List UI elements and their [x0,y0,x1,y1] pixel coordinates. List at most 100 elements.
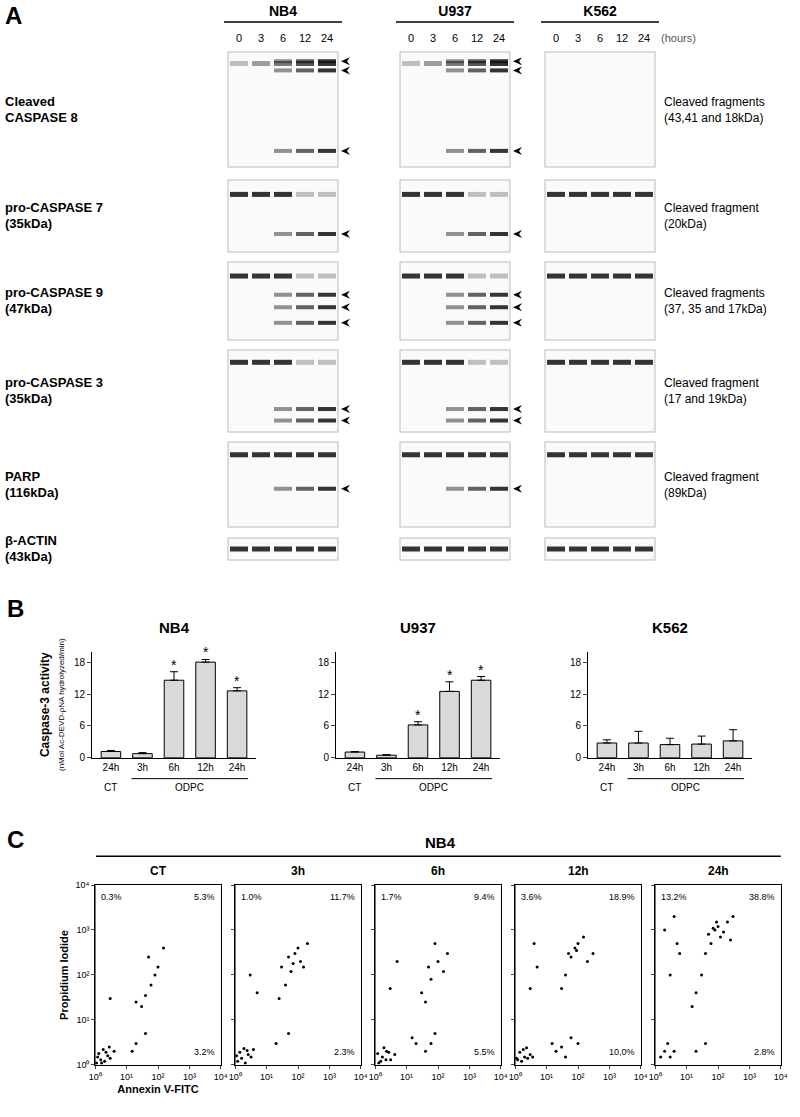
svg-text:NB4: NB4 [159,619,190,636]
svg-text:10⁰: 10⁰ [76,1060,89,1070]
svg-text:6h: 6h [168,762,179,773]
svg-text:1.0%: 1.0% [241,892,262,902]
svg-text:10³: 10³ [183,1072,196,1082]
svg-text:12: 12 [471,32,483,44]
svg-text:0: 0 [408,32,414,44]
svg-text:10³: 10³ [743,1072,756,1082]
svg-text:*: * [171,657,177,673]
svg-text:3h: 3h [381,762,392,773]
svg-text:6: 6 [575,720,581,731]
svg-text:10¹: 10¹ [400,1072,413,1082]
svg-text:5.3%: 5.3% [194,892,215,902]
svg-text:B: B [7,595,24,622]
svg-text:3: 3 [430,32,436,44]
svg-text:CleavedCASPASE 8: CleavedCASPASE 8 [5,94,78,125]
svg-text:6: 6 [79,720,85,731]
svg-text:2.3%: 2.3% [334,1047,355,1057]
svg-text:3h: 3h [633,762,644,773]
svg-text:12: 12 [570,689,582,700]
svg-text:12h: 12h [568,864,589,878]
svg-text:3.6%: 3.6% [521,892,542,902]
svg-text:β-ACTIN(43kDa): β-ACTIN(43kDa) [5,533,57,564]
svg-text:3.2%: 3.2% [194,1047,215,1057]
svg-text:U937: U937 [400,619,436,636]
svg-text:10¹: 10¹ [540,1072,553,1082]
svg-text:pro-CASPASE 9(47kDa): pro-CASPASE 9(47kDa) [5,285,103,316]
svg-text:NB4: NB4 [269,3,297,19]
svg-text:24: 24 [321,32,333,44]
svg-text:10³: 10³ [76,925,89,935]
svg-text:*: * [415,707,421,723]
svg-text:12: 12 [318,689,330,700]
svg-text:10,0%: 10,0% [609,1047,635,1057]
svg-text:pro-CASPASE 7(35kDa): pro-CASPASE 7(35kDa) [5,200,103,231]
svg-text:10⁴: 10⁴ [634,1072,648,1082]
svg-text:10²: 10² [291,1072,304,1082]
svg-text:10³: 10³ [463,1072,476,1082]
svg-text:24h: 24h [725,762,742,773]
svg-text:18: 18 [570,657,582,668]
svg-text:Propidium Iodide: Propidium Iodide [58,930,70,1020]
svg-text:10⁰: 10⁰ [509,1072,522,1082]
svg-text:12: 12 [616,32,628,44]
svg-text:13.2%: 13.2% [661,892,687,902]
svg-text:24h: 24h [229,762,246,773]
svg-text:PARP(116kDa): PARP(116kDa) [5,469,58,500]
svg-text:0: 0 [575,752,581,763]
svg-text:6: 6 [280,32,286,44]
svg-text:12: 12 [74,689,86,700]
svg-text:Cleaved fragment(20kDa): Cleaved fragment(20kDa) [664,201,759,231]
svg-text:6h: 6h [412,762,423,773]
svg-text:K562: K562 [583,3,617,19]
svg-text:0: 0 [553,32,559,44]
svg-text:Cleaved fragment(89kDa): Cleaved fragment(89kDa) [664,470,759,500]
svg-text:18.9%: 18.9% [609,892,635,902]
svg-text:Cleaved fragments(37, 35 and 1: Cleaved fragments(37, 35 and 17kDa) [664,286,767,316]
svg-text:9.4%: 9.4% [474,892,495,902]
svg-text:24h: 24h [599,762,616,773]
svg-text:6: 6 [323,720,329,731]
svg-text:CT: CT [104,782,117,793]
svg-text:1.7%: 1.7% [381,892,402,902]
svg-text:Annexin V-FITC: Annexin V-FITC [117,1083,198,1095]
svg-text:C: C [7,826,24,853]
svg-text:11.7%: 11.7% [330,892,355,902]
svg-text:CT: CT [150,864,167,878]
svg-text:10⁴: 10⁴ [76,880,90,890]
svg-text:0: 0 [323,752,329,763]
svg-text:38.8%: 38.8% [749,892,775,902]
svg-text:10¹: 10¹ [680,1072,693,1082]
svg-text:10⁴: 10⁴ [494,1072,508,1082]
svg-text:NB4: NB4 [425,834,456,851]
svg-text:K562: K562 [652,619,688,636]
svg-text:ODPC: ODPC [175,782,204,793]
svg-text:CT: CT [600,782,613,793]
svg-text:12: 12 [299,32,311,44]
svg-text:*: * [447,667,453,683]
svg-text:Cleaved fragment(17 and 19kDa): Cleaved fragment(17 and 19kDa) [664,376,759,406]
svg-text:24: 24 [638,32,650,44]
svg-text:0: 0 [236,32,242,44]
svg-text:24: 24 [493,32,505,44]
svg-text:ODPC: ODPC [419,782,448,793]
svg-text:10²: 10² [571,1072,584,1082]
svg-text:CT: CT [348,782,361,793]
svg-text:18: 18 [318,657,330,668]
svg-text:ODPC: ODPC [671,782,700,793]
svg-text:(hours): (hours) [661,32,696,44]
svg-text:24h: 24h [103,762,120,773]
svg-text:24h: 24h [473,762,490,773]
svg-text:24h: 24h [708,864,729,878]
svg-text:*: * [203,644,209,660]
svg-text:12h: 12h [693,762,710,773]
svg-text:3: 3 [258,32,264,44]
svg-text:12h: 12h [197,762,214,773]
svg-text:10⁴: 10⁴ [774,1072,788,1082]
svg-text:6h: 6h [431,864,445,878]
svg-text:*: * [234,673,240,689]
svg-text:0: 0 [79,752,85,763]
svg-text:24h: 24h [347,762,364,773]
svg-text:2.8%: 2.8% [754,1047,775,1057]
svg-text:*: * [478,662,484,678]
svg-text:10⁴: 10⁴ [214,1072,228,1082]
